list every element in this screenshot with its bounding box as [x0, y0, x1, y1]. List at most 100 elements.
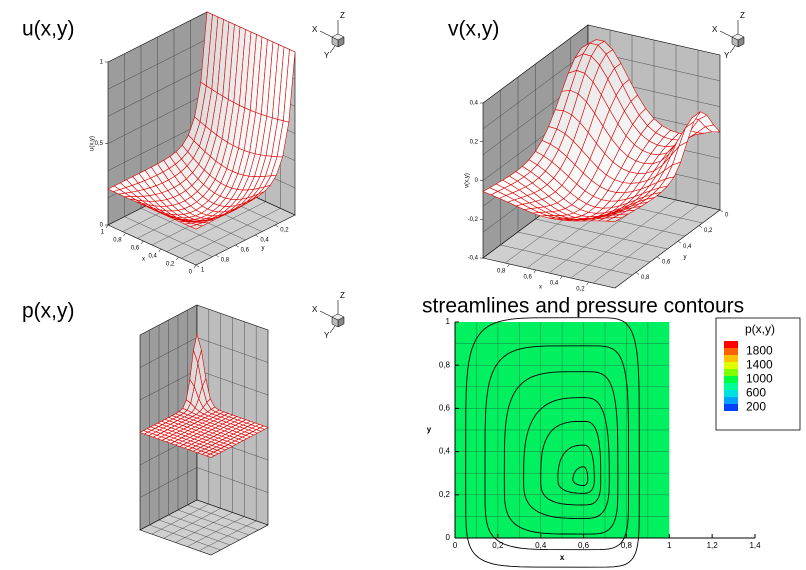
y-tick-label: 0,6: [662, 259, 671, 265]
legend-swatch: [724, 397, 738, 404]
x-axis-label: x: [142, 257, 145, 263]
triad-axis: [319, 30, 333, 38]
x-tick: [123, 232, 126, 237]
surface-cell: [205, 453, 216, 458]
legend-swatch: [724, 341, 738, 348]
z-tick-label: 0,4: [470, 101, 479, 107]
wall-grid: [592, 204, 699, 284]
legend-swatch: [724, 390, 738, 397]
wall-grid: [199, 520, 257, 552]
wall-grid: [196, 337, 269, 363]
streamline: [523, 397, 610, 520]
y-tick-label: 0,4: [439, 447, 451, 456]
x-axis-label: x: [560, 553, 565, 562]
y-tick-label: 0,8: [221, 258, 230, 264]
x-tick-label: 0,8: [621, 541, 633, 550]
x-tick-label: 0,2: [166, 262, 175, 268]
x-tick-label: 0: [189, 270, 193, 276]
x-tick-label: 0,2: [576, 287, 585, 293]
triad-axis: [319, 310, 333, 318]
legend-label: 1000: [746, 372, 773, 386]
x-tick-label: 0,8: [113, 238, 122, 244]
y-axis-label: y: [427, 425, 432, 434]
y-tick-label: 0,8: [439, 360, 451, 369]
legend-title: p(x,y): [745, 322, 775, 336]
legend-swatch: [724, 383, 738, 390]
surface-cell: [189, 224, 204, 230]
z-axis-label: v(x,y): [465, 173, 471, 188]
x-tick: [533, 269, 537, 274]
x-tick: [559, 275, 563, 280]
y-tick-label: 1: [446, 317, 451, 326]
streamline: [540, 420, 602, 506]
triad-axis: [729, 45, 736, 54]
triad-label: X: [712, 25, 718, 34]
x-tick: [158, 248, 162, 253]
streamline: [465, 317, 640, 568]
triad-label: Z: [740, 11, 745, 20]
y-tick: [719, 209, 724, 213]
legend-swatch: [724, 369, 738, 376]
legend-swatch: [724, 376, 738, 383]
legend-swatch: [724, 355, 738, 362]
streamline: [503, 371, 619, 535]
wall-grid: [139, 337, 198, 368]
y-tick-label: 0,2: [439, 490, 451, 499]
x-tick: [586, 281, 589, 286]
y-tick-label: 0,4: [683, 244, 692, 250]
triad-label: X: [312, 25, 318, 34]
triad-label: Z: [340, 291, 345, 300]
z-tick-label: -0,2: [468, 217, 479, 223]
z-tick-label: -0,4: [468, 256, 479, 262]
legend-label: 1400: [746, 358, 773, 372]
y-axis-label: y: [684, 255, 687, 261]
x-tick-label: 0: [453, 541, 458, 550]
z-tick-label: 0,5: [95, 141, 104, 147]
x-tick-label: 0,6: [523, 275, 532, 281]
streamline: [572, 466, 589, 486]
x-tick-label: 0,4: [148, 254, 157, 260]
x-tick: [193, 264, 197, 269]
y-tick-label: 0,2: [704, 228, 713, 234]
x-tick-label: 0,8: [497, 269, 506, 275]
x-tick: [507, 263, 510, 268]
x-tick-label: 0,2: [492, 541, 504, 550]
x-tick-label: 0,4: [535, 541, 547, 550]
triad-axis: [329, 45, 336, 54]
surface-cell: [605, 217, 623, 222]
y-tick: [195, 264, 200, 268]
y-tick-label: 0,4: [260, 238, 269, 244]
y-tick: [255, 234, 259, 238]
z-tick-label: 0: [100, 223, 104, 229]
y-tick: [215, 254, 219, 258]
y-tick-label: 0: [446, 533, 451, 542]
streamline: [484, 345, 630, 551]
triad-label: Y: [324, 331, 330, 340]
legend-label: 600: [746, 386, 766, 400]
x-tick-label: 1: [667, 541, 672, 550]
x-tick-label: 0,6: [578, 541, 590, 550]
y-tick: [275, 224, 279, 228]
triad-axis: [719, 30, 733, 38]
y-axis-label: y: [262, 246, 265, 252]
x-tick-label: 1: [101, 230, 105, 236]
z-axis-label: u(x,y): [90, 136, 96, 151]
legend-swatch: [724, 404, 738, 411]
legend-swatch: [724, 348, 738, 355]
streamline: [557, 444, 595, 494]
wall-grid: [482, 50, 589, 129]
legend-label: 200: [746, 400, 766, 414]
y-tick-label: 1: [201, 268, 205, 274]
x-tick: [176, 256, 179, 261]
z-tick-label: 1: [100, 60, 104, 66]
x-tick: [140, 240, 144, 245]
triad-label: Z: [340, 11, 345, 20]
panel-title: u(x,y): [22, 18, 75, 41]
triad-label: X: [312, 305, 318, 314]
y-tick: [235, 244, 239, 248]
triad-axis: [329, 325, 336, 334]
x-axis-label: x: [539, 285, 542, 291]
x-tick-label: 1,4: [749, 541, 761, 550]
z-tick-label: 0,2: [470, 139, 479, 145]
